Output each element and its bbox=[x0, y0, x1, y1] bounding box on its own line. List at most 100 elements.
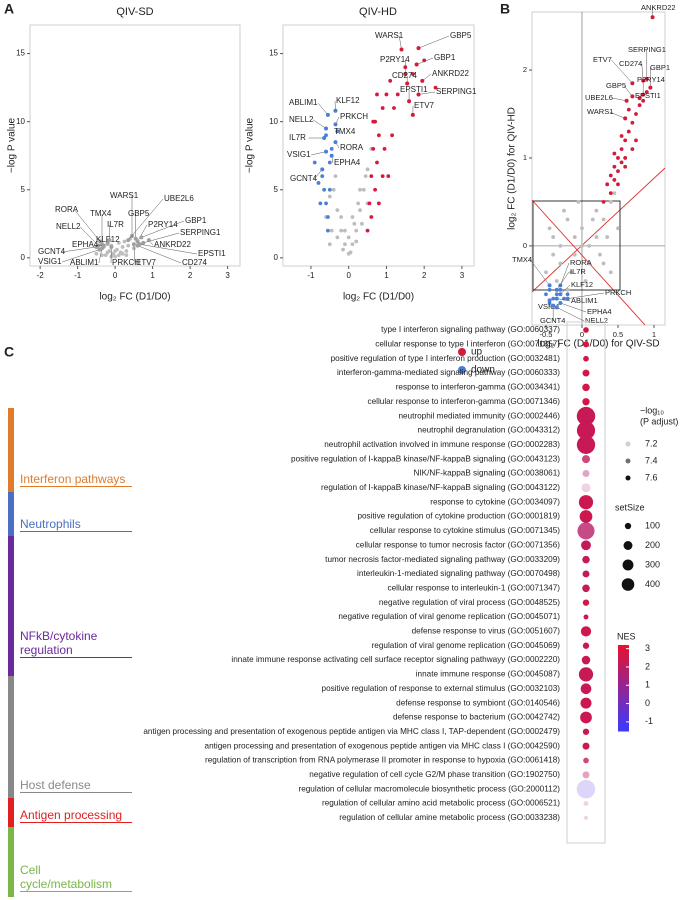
labeled-point bbox=[624, 98, 629, 103]
point bbox=[350, 215, 355, 219]
labeled-point bbox=[650, 15, 655, 20]
dot bbox=[583, 327, 589, 333]
label-leader bbox=[641, 63, 644, 81]
gene-label: PRKCH bbox=[340, 112, 368, 121]
gene-label: KLF12 bbox=[336, 96, 360, 105]
y-tick-label: 0 bbox=[21, 253, 26, 262]
labeled-point bbox=[333, 122, 338, 127]
colorbar-segment bbox=[618, 672, 629, 676]
group-label: Cell cycle/metabolism bbox=[20, 863, 132, 892]
dot bbox=[581, 655, 591, 665]
colorbar-segment bbox=[618, 655, 629, 659]
legend-title: setSize bbox=[615, 502, 645, 512]
gene-label: UBE2L6 bbox=[164, 194, 194, 203]
dot bbox=[582, 470, 590, 477]
labeled-point bbox=[107, 238, 112, 243]
colorbar-segment bbox=[618, 728, 629, 732]
point bbox=[390, 133, 394, 138]
gene-label: GCNT4 bbox=[38, 247, 66, 256]
point bbox=[369, 215, 374, 219]
x-tick-label: 0 bbox=[580, 330, 584, 339]
colorbar-segment bbox=[618, 679, 629, 683]
group-label: Neutrophils bbox=[20, 517, 132, 532]
term-label: tumor necrosis factor-mediated signaling… bbox=[325, 555, 560, 564]
label-leader bbox=[141, 220, 185, 238]
x-tick-label: -2 bbox=[37, 271, 45, 280]
term-label: positive regulation of I-kappaB kinase/N… bbox=[291, 454, 560, 463]
labeled-point bbox=[335, 129, 340, 134]
dot bbox=[583, 355, 589, 362]
dot bbox=[577, 522, 595, 540]
term-label: antigen processing and presentation of e… bbox=[143, 727, 560, 736]
gene-label: UBE2L6 bbox=[585, 93, 613, 102]
term-label: positive regulation of cytokine producti… bbox=[357, 512, 560, 521]
point bbox=[326, 215, 330, 219]
point bbox=[569, 270, 574, 275]
panel-label: C bbox=[4, 344, 14, 360]
dot bbox=[582, 771, 590, 779]
label-leader bbox=[556, 307, 585, 322]
labeled-point bbox=[333, 108, 338, 113]
dot bbox=[580, 711, 592, 724]
term-label: defense response to symbiont (GO:0140546… bbox=[396, 698, 560, 707]
point bbox=[375, 160, 379, 165]
point bbox=[565, 292, 570, 297]
gene-label: GBP1 bbox=[185, 216, 207, 225]
point bbox=[583, 279, 588, 283]
point bbox=[343, 228, 347, 233]
gene-label: ANKRD22 bbox=[641, 3, 676, 12]
point bbox=[565, 217, 570, 222]
point bbox=[558, 261, 563, 266]
x-tick-label: 2 bbox=[422, 271, 427, 280]
point bbox=[361, 187, 366, 192]
label-leader bbox=[313, 119, 327, 129]
labeled-point bbox=[333, 140, 338, 145]
term-label: regulation of cellular amino acid metabo… bbox=[322, 799, 560, 808]
dot bbox=[581, 455, 591, 464]
dot bbox=[583, 614, 589, 620]
legend-label: 400 bbox=[645, 579, 660, 589]
labeled-point bbox=[551, 303, 556, 308]
labeled-point bbox=[416, 92, 421, 97]
colorbar-segment bbox=[618, 657, 629, 661]
point bbox=[558, 287, 563, 292]
point bbox=[619, 160, 624, 165]
point bbox=[594, 235, 599, 239]
label-leader bbox=[416, 57, 434, 65]
labeled-point bbox=[100, 246, 104, 251]
point bbox=[329, 147, 334, 151]
x-tick-label: 1 bbox=[652, 330, 656, 339]
gene-label: ETV7 bbox=[593, 55, 612, 64]
point bbox=[551, 252, 556, 257]
label-leader bbox=[80, 226, 99, 246]
point bbox=[327, 242, 332, 247]
legend-label: 2 bbox=[645, 661, 650, 671]
colorbar-segment bbox=[618, 645, 629, 648]
labeled-point bbox=[416, 46, 421, 51]
y-tick-label: 15 bbox=[269, 49, 278, 58]
labeled-point bbox=[414, 62, 419, 67]
gene-label: ABLIM1 bbox=[70, 258, 99, 267]
point bbox=[601, 217, 606, 222]
term-label: regulation of viral genome replication (… bbox=[372, 641, 561, 650]
colorbar-segment bbox=[618, 692, 629, 695]
x-tick-label: 3 bbox=[225, 271, 230, 280]
labeled-point bbox=[554, 296, 559, 301]
point bbox=[551, 296, 556, 301]
labeled-point bbox=[554, 287, 559, 292]
point bbox=[608, 191, 613, 196]
y-tick-label: 2 bbox=[523, 65, 527, 74]
point bbox=[111, 251, 116, 256]
label-leader bbox=[560, 302, 587, 313]
threshold-box bbox=[532, 200, 621, 291]
legend-label: -1 bbox=[645, 716, 653, 726]
legend-label: 7.4 bbox=[645, 455, 658, 465]
point bbox=[565, 287, 570, 292]
point bbox=[343, 242, 347, 247]
gene-label: CD274 bbox=[392, 71, 417, 80]
point bbox=[612, 191, 617, 196]
colorbar-segment bbox=[618, 711, 629, 715]
point bbox=[371, 147, 376, 151]
point bbox=[644, 90, 649, 94]
group-bar bbox=[8, 676, 14, 798]
